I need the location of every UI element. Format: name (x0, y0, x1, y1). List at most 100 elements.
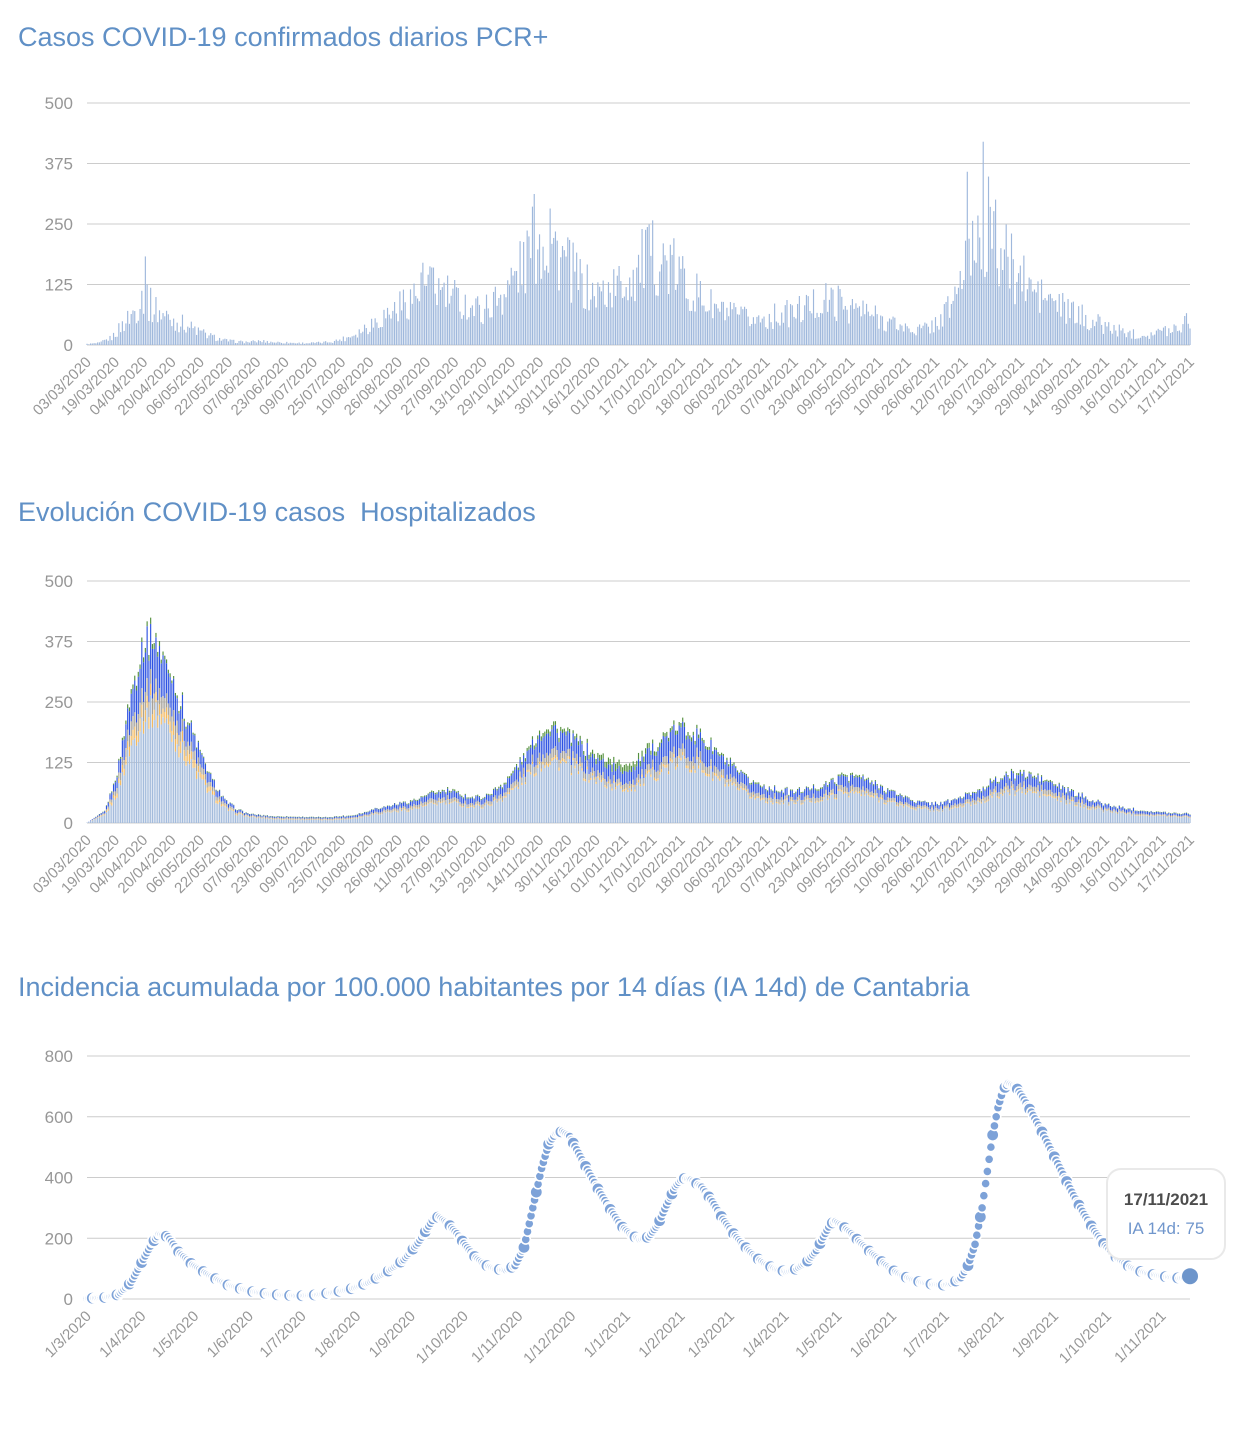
stacked-bar-segment[interactable] (203, 768, 205, 775)
bar[interactable] (602, 280, 604, 345)
stacked-bar-segment[interactable] (537, 739, 539, 758)
bar[interactable] (310, 342, 313, 345)
bar[interactable] (579, 259, 581, 345)
stacked-bar-segment[interactable] (1090, 806, 1092, 809)
stacked-bar-segment[interactable] (178, 746, 180, 758)
stacked-bar-segment[interactable] (144, 652, 146, 692)
stacked-bar-segment[interactable] (565, 735, 567, 754)
stacked-bar-segment[interactable] (627, 789, 629, 793)
stacked-bar-segment[interactable] (934, 801, 937, 803)
stacked-bar-segment[interactable] (544, 736, 546, 759)
stacked-bar-segment[interactable] (546, 729, 548, 734)
stacked-bar-segment[interactable] (363, 812, 366, 815)
bar[interactable] (197, 327, 199, 346)
stacked-bar-segment[interactable] (231, 810, 233, 823)
stacked-bar-segment[interactable] (851, 784, 853, 790)
stacked-bar-segment[interactable] (1148, 816, 1150, 823)
stacked-bar-segment[interactable] (549, 731, 551, 737)
stacked-bar-segment[interactable] (570, 746, 572, 765)
stacked-bar-segment[interactable] (669, 751, 671, 759)
bar[interactable] (349, 337, 351, 345)
stacked-bar-segment[interactable] (901, 805, 903, 823)
stacked-bar-segment[interactable] (623, 789, 625, 792)
stacked-bar-segment[interactable] (774, 786, 776, 794)
stacked-bar-segment[interactable] (348, 815, 350, 817)
bar[interactable] (623, 296, 625, 345)
stacked-bar-segment[interactable] (627, 784, 629, 790)
stacked-bar-segment[interactable] (280, 819, 283, 823)
stacked-bar-segment[interactable] (919, 804, 921, 807)
bar[interactable] (471, 305, 473, 345)
stacked-bar-segment[interactable] (735, 784, 737, 786)
bar[interactable] (132, 310, 134, 345)
stacked-bar-segment[interactable] (779, 792, 781, 800)
stacked-bar-segment[interactable] (1171, 816, 1173, 823)
stacked-bar-segment[interactable] (257, 817, 260, 823)
stacked-bar-segment[interactable] (1099, 801, 1101, 802)
stacked-bar-segment[interactable] (379, 814, 382, 823)
stacked-bar-segment[interactable] (247, 816, 249, 823)
stacked-bar-segment[interactable] (500, 799, 502, 823)
stacked-bar-segment[interactable] (906, 796, 908, 798)
stacked-bar-segment[interactable] (1025, 777, 1027, 780)
stacked-bar-segment[interactable] (632, 779, 634, 786)
stacked-bar-segment[interactable] (551, 761, 553, 823)
stacked-bar-segment[interactable] (987, 787, 990, 796)
bar[interactable] (418, 301, 420, 345)
stacked-bar-segment[interactable] (1053, 785, 1055, 794)
stacked-bar-segment[interactable] (371, 814, 373, 823)
stacked-bar-segment[interactable] (591, 773, 594, 776)
stacked-bar-segment[interactable] (858, 791, 861, 794)
stacked-bar-segment[interactable] (593, 771, 595, 778)
stacked-bar-segment[interactable] (842, 775, 845, 788)
bar[interactable] (206, 338, 208, 345)
stacked-bar-segment[interactable] (987, 799, 990, 801)
stacked-bar-segment[interactable] (775, 790, 777, 792)
stacked-bar-segment[interactable] (650, 750, 652, 755)
bar[interactable] (551, 243, 553, 345)
bar[interactable] (938, 329, 940, 345)
stacked-bar-segment[interactable] (759, 785, 762, 787)
stacked-bar-segment[interactable] (493, 790, 495, 797)
stacked-bar-segment[interactable] (473, 799, 475, 805)
stacked-bar-segment[interactable] (148, 717, 150, 729)
stacked-bar-segment[interactable] (408, 808, 410, 811)
stacked-bar-segment[interactable] (167, 669, 169, 674)
stacked-bar-segment[interactable] (705, 775, 707, 823)
stacked-bar-segment[interactable] (264, 816, 267, 818)
stacked-bar-segment[interactable] (779, 791, 781, 793)
bar[interactable] (227, 341, 230, 345)
stacked-bar-segment[interactable] (584, 779, 587, 782)
stacked-bar-segment[interactable] (538, 734, 541, 753)
stacked-bar-segment[interactable] (894, 801, 896, 803)
stacked-bar-segment[interactable] (768, 799, 770, 823)
stacked-bar-segment[interactable] (735, 768, 737, 779)
stacked-bar-segment[interactable] (1019, 787, 1021, 790)
stacked-bar-segment[interactable] (857, 777, 859, 788)
stacked-bar-segment[interactable] (834, 794, 836, 798)
bar[interactable] (804, 305, 806, 345)
stacked-bar-segment[interactable] (1003, 791, 1005, 793)
stacked-bar-segment[interactable] (176, 744, 178, 823)
stacked-bar-segment[interactable] (197, 740, 199, 743)
stacked-bar-segment[interactable] (227, 803, 230, 805)
stacked-bar-segment[interactable] (922, 808, 924, 823)
stacked-bar-segment[interactable] (245, 812, 247, 815)
stacked-bar-segment[interactable] (1154, 816, 1156, 823)
stacked-bar-segment[interactable] (841, 772, 843, 775)
stacked-bar-segment[interactable] (155, 678, 157, 693)
stacked-bar-segment[interactable] (742, 773, 744, 784)
stacked-bar-segment[interactable] (443, 800, 445, 802)
stacked-bar-segment[interactable] (91, 819, 93, 820)
stacked-bar-segment[interactable] (547, 766, 549, 823)
stacked-bar-segment[interactable] (754, 793, 756, 799)
stacked-bar-segment[interactable] (468, 807, 470, 823)
stacked-bar-segment[interactable] (263, 816, 265, 818)
stacked-bar-segment[interactable] (1157, 813, 1159, 815)
stacked-bar-segment[interactable] (705, 766, 707, 773)
stacked-bar-segment[interactable] (848, 797, 850, 823)
stacked-bar-segment[interactable] (595, 776, 597, 782)
bar[interactable] (629, 277, 631, 345)
stacked-bar-segment[interactable] (782, 793, 785, 800)
stacked-bar-segment[interactable] (1010, 768, 1013, 771)
